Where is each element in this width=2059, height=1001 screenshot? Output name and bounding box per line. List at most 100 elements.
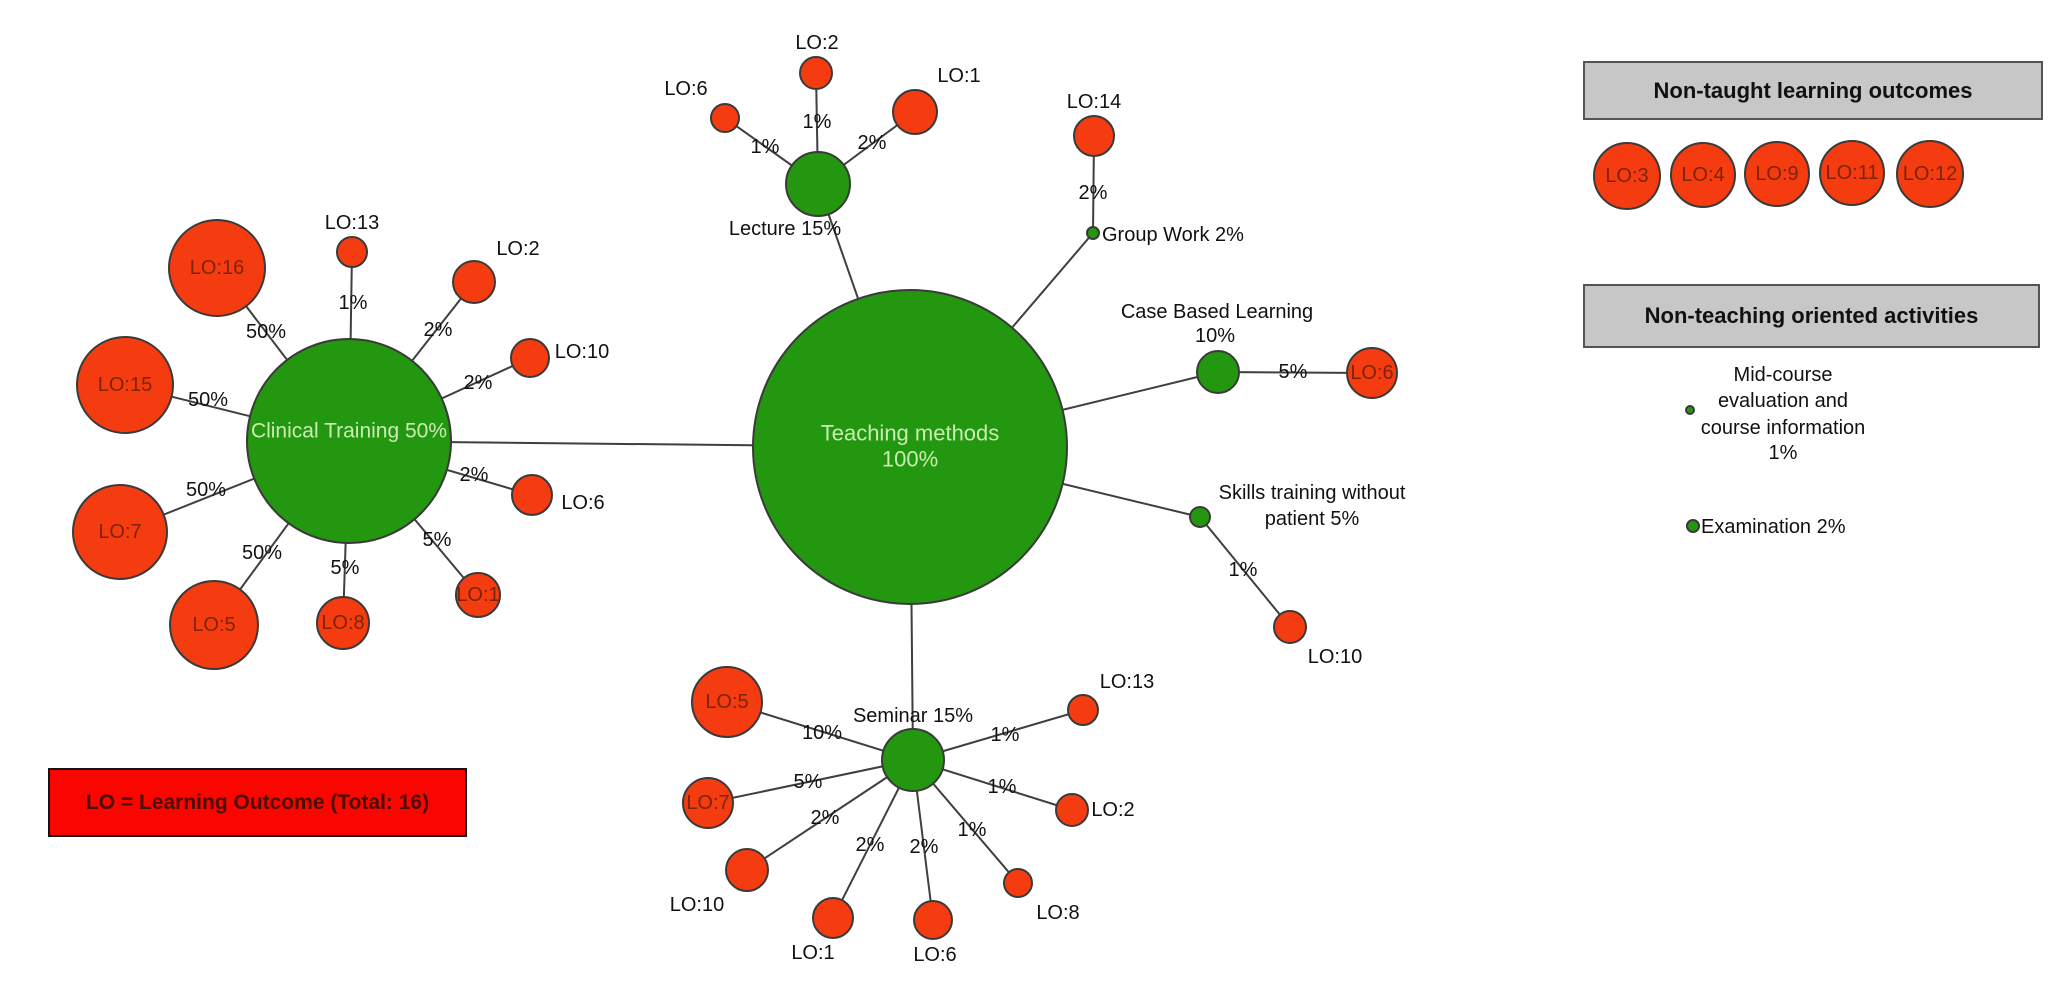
edge-percent: 2% xyxy=(858,132,887,154)
edge-percent: 1% xyxy=(339,292,368,314)
node-label-sem-lo5: LO:5 xyxy=(705,691,748,713)
edge-percent: 1% xyxy=(988,776,1017,798)
edge-percent: 2% xyxy=(910,836,939,858)
node-name: LO:13 xyxy=(325,212,379,234)
node-seminar xyxy=(881,728,945,792)
node-name: LO:8 xyxy=(1036,902,1079,924)
edge-percent: 2% xyxy=(811,807,840,829)
node-name: Skills training without xyxy=(1219,482,1406,504)
node-label-line: Clinical Training 50% xyxy=(251,420,447,443)
node-sem-lo10 xyxy=(725,848,769,892)
node-label-nt-lo11: LO:11 xyxy=(1826,162,1879,184)
node-label-ct-lo5: LO:5 xyxy=(192,614,235,636)
node-label-ct-lo16: LO:16 xyxy=(190,257,244,279)
node-sem-lo8 xyxy=(1003,868,1033,898)
node-name: LO:2 xyxy=(795,32,838,54)
node-label-line: LO:3 xyxy=(1605,165,1648,187)
edge-percent: 10% xyxy=(802,722,842,744)
node-label-nt-lo9: LO:9 xyxy=(1755,163,1798,185)
node-label-line: LO:1 xyxy=(456,584,499,606)
node-label-line: LO:5 xyxy=(192,614,235,636)
node-label-line: LO:12 xyxy=(1903,163,1957,185)
activity-label: Mid-course xyxy=(1734,364,1833,386)
edge-seminar--sem-lo7 xyxy=(707,759,914,804)
node-name: LO:6 xyxy=(664,78,707,100)
non-teaching-oriented-activities-header: Non-teaching oriented activities xyxy=(1583,284,2040,348)
activity-label: Examination 2% xyxy=(1701,516,1846,538)
node-label-nt-lo4: LO:4 xyxy=(1681,164,1724,186)
edge-percent: 50% xyxy=(242,542,282,564)
node-label-line: LO:4 xyxy=(1681,164,1724,186)
node-sem-lo6 xyxy=(913,900,953,940)
node-label-nt-lo12: LO:12 xyxy=(1903,163,1957,185)
node-label-line: LO:7 xyxy=(686,792,729,814)
node-case-based-learning xyxy=(1196,350,1240,394)
activity-label: course information xyxy=(1701,417,1866,439)
edge-percent: 50% xyxy=(246,321,286,343)
node-name: LO:1 xyxy=(791,942,834,964)
node-label-ct-lo7: LO:7 xyxy=(98,521,141,543)
node-ct-lo13 xyxy=(336,236,368,268)
node-label-clinical-training: Clinical Training 50% xyxy=(251,420,447,443)
node-nt-lo4 xyxy=(1670,142,1736,208)
edge-percent: 2% xyxy=(424,319,453,341)
node-name: LO:13 xyxy=(1100,671,1154,693)
node-ct-lo16 xyxy=(168,219,266,317)
node-label-ct-lo8: LO:8 xyxy=(321,612,364,634)
node-lecture xyxy=(785,151,851,217)
node-label-nt-lo3: LO:3 xyxy=(1605,165,1648,187)
node-label-line: LO:11 xyxy=(1826,162,1879,184)
edge-percent: 1% xyxy=(958,819,987,841)
node-lec-lo1 xyxy=(892,89,938,135)
node-label-cbl-lo6: LO:6 xyxy=(1350,362,1393,384)
node-label-line: LO:16 xyxy=(190,257,244,279)
non-taught-learning-outcomes-header: Non-taught learning outcomes xyxy=(1583,61,2043,120)
node-ct-lo2 xyxy=(452,260,496,304)
node-label-line: LO:15 xyxy=(98,374,152,396)
edge-percent: 5% xyxy=(1279,361,1308,383)
node-midcourse-dot xyxy=(1685,405,1695,415)
node-gw-lo14 xyxy=(1073,115,1115,157)
node-name: LO:2 xyxy=(496,238,539,260)
node-ct-lo6 xyxy=(511,474,553,516)
node-sem-lo13 xyxy=(1067,694,1099,726)
edge-percent: 2% xyxy=(460,464,489,486)
node-teaching-methods xyxy=(752,289,1068,605)
node-ct-lo7 xyxy=(72,484,168,580)
node-ct-lo15 xyxy=(76,336,174,434)
edge-percent: 1% xyxy=(803,111,832,133)
node-label-line: LO:6 xyxy=(1350,362,1393,384)
edge-percent: 1% xyxy=(1229,559,1258,581)
node-cbl-lo6 xyxy=(1346,347,1398,399)
node-name: Lecture 15% xyxy=(729,218,842,240)
node-label-line: LO:8 xyxy=(321,612,364,634)
edge-percent: 5% xyxy=(794,771,823,793)
node-lec-lo6 xyxy=(710,103,740,133)
node-name: LO:10 xyxy=(670,894,724,916)
node-name: LO:14 xyxy=(1067,91,1121,113)
node-name: LO:10 xyxy=(555,341,609,363)
node-ct-lo8 xyxy=(316,596,370,650)
node-st-lo10 xyxy=(1273,610,1307,644)
node-lec-lo2 xyxy=(799,56,833,90)
node-name: LO:1 xyxy=(937,65,980,87)
node-clinical-training xyxy=(246,338,452,544)
node-nt-lo12 xyxy=(1896,140,1964,208)
edge-percent: 2% xyxy=(1079,182,1108,204)
edge-percent: 5% xyxy=(423,529,452,551)
node-label-line: LO:9 xyxy=(1755,163,1798,185)
lo-legend-box: LO = Learning Outcome (Total: 16) xyxy=(48,768,467,837)
edge-percent: 1% xyxy=(991,724,1020,746)
node-label-line: Teaching methods xyxy=(821,421,1000,446)
node-name: LO:2 xyxy=(1091,799,1134,821)
node-label-teaching-methods: Teaching methods 100% xyxy=(821,421,1000,472)
node-examination-dot xyxy=(1686,519,1700,533)
edge-percent: 50% xyxy=(188,389,228,411)
edge-percent: 1% xyxy=(751,136,780,158)
node-nt-lo11 xyxy=(1819,140,1885,206)
node-sem-lo2 xyxy=(1055,793,1089,827)
node-group-work-dot xyxy=(1086,226,1100,240)
activity-label: evaluation and xyxy=(1718,390,1848,412)
activity-label: 1% xyxy=(1769,442,1798,464)
